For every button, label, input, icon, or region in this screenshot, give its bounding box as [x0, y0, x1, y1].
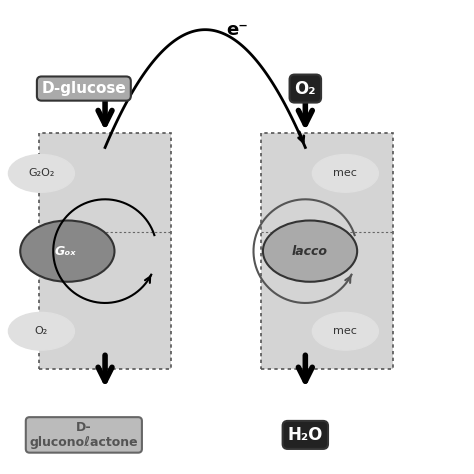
- FancyBboxPatch shape: [39, 133, 171, 369]
- Text: mec: mec: [333, 326, 357, 336]
- Text: e⁻: e⁻: [226, 21, 248, 39]
- Ellipse shape: [9, 155, 74, 192]
- Ellipse shape: [9, 312, 74, 350]
- Text: D-
gluconoℓactone: D- gluconoℓactone: [29, 421, 138, 449]
- Text: D-glucose: D-glucose: [42, 81, 126, 96]
- Ellipse shape: [312, 155, 378, 192]
- FancyBboxPatch shape: [261, 133, 392, 369]
- Ellipse shape: [312, 312, 378, 350]
- Text: G₂O₂: G₂O₂: [28, 168, 55, 178]
- Text: H₂O: H₂O: [288, 426, 323, 444]
- Ellipse shape: [263, 220, 357, 282]
- Text: Gₒₓ: Gₒₓ: [54, 245, 76, 258]
- Text: mec: mec: [333, 168, 357, 178]
- Text: O₂: O₂: [35, 326, 48, 336]
- Ellipse shape: [20, 220, 115, 282]
- Text: lacco: lacco: [292, 245, 328, 258]
- Text: O₂: O₂: [294, 80, 316, 98]
